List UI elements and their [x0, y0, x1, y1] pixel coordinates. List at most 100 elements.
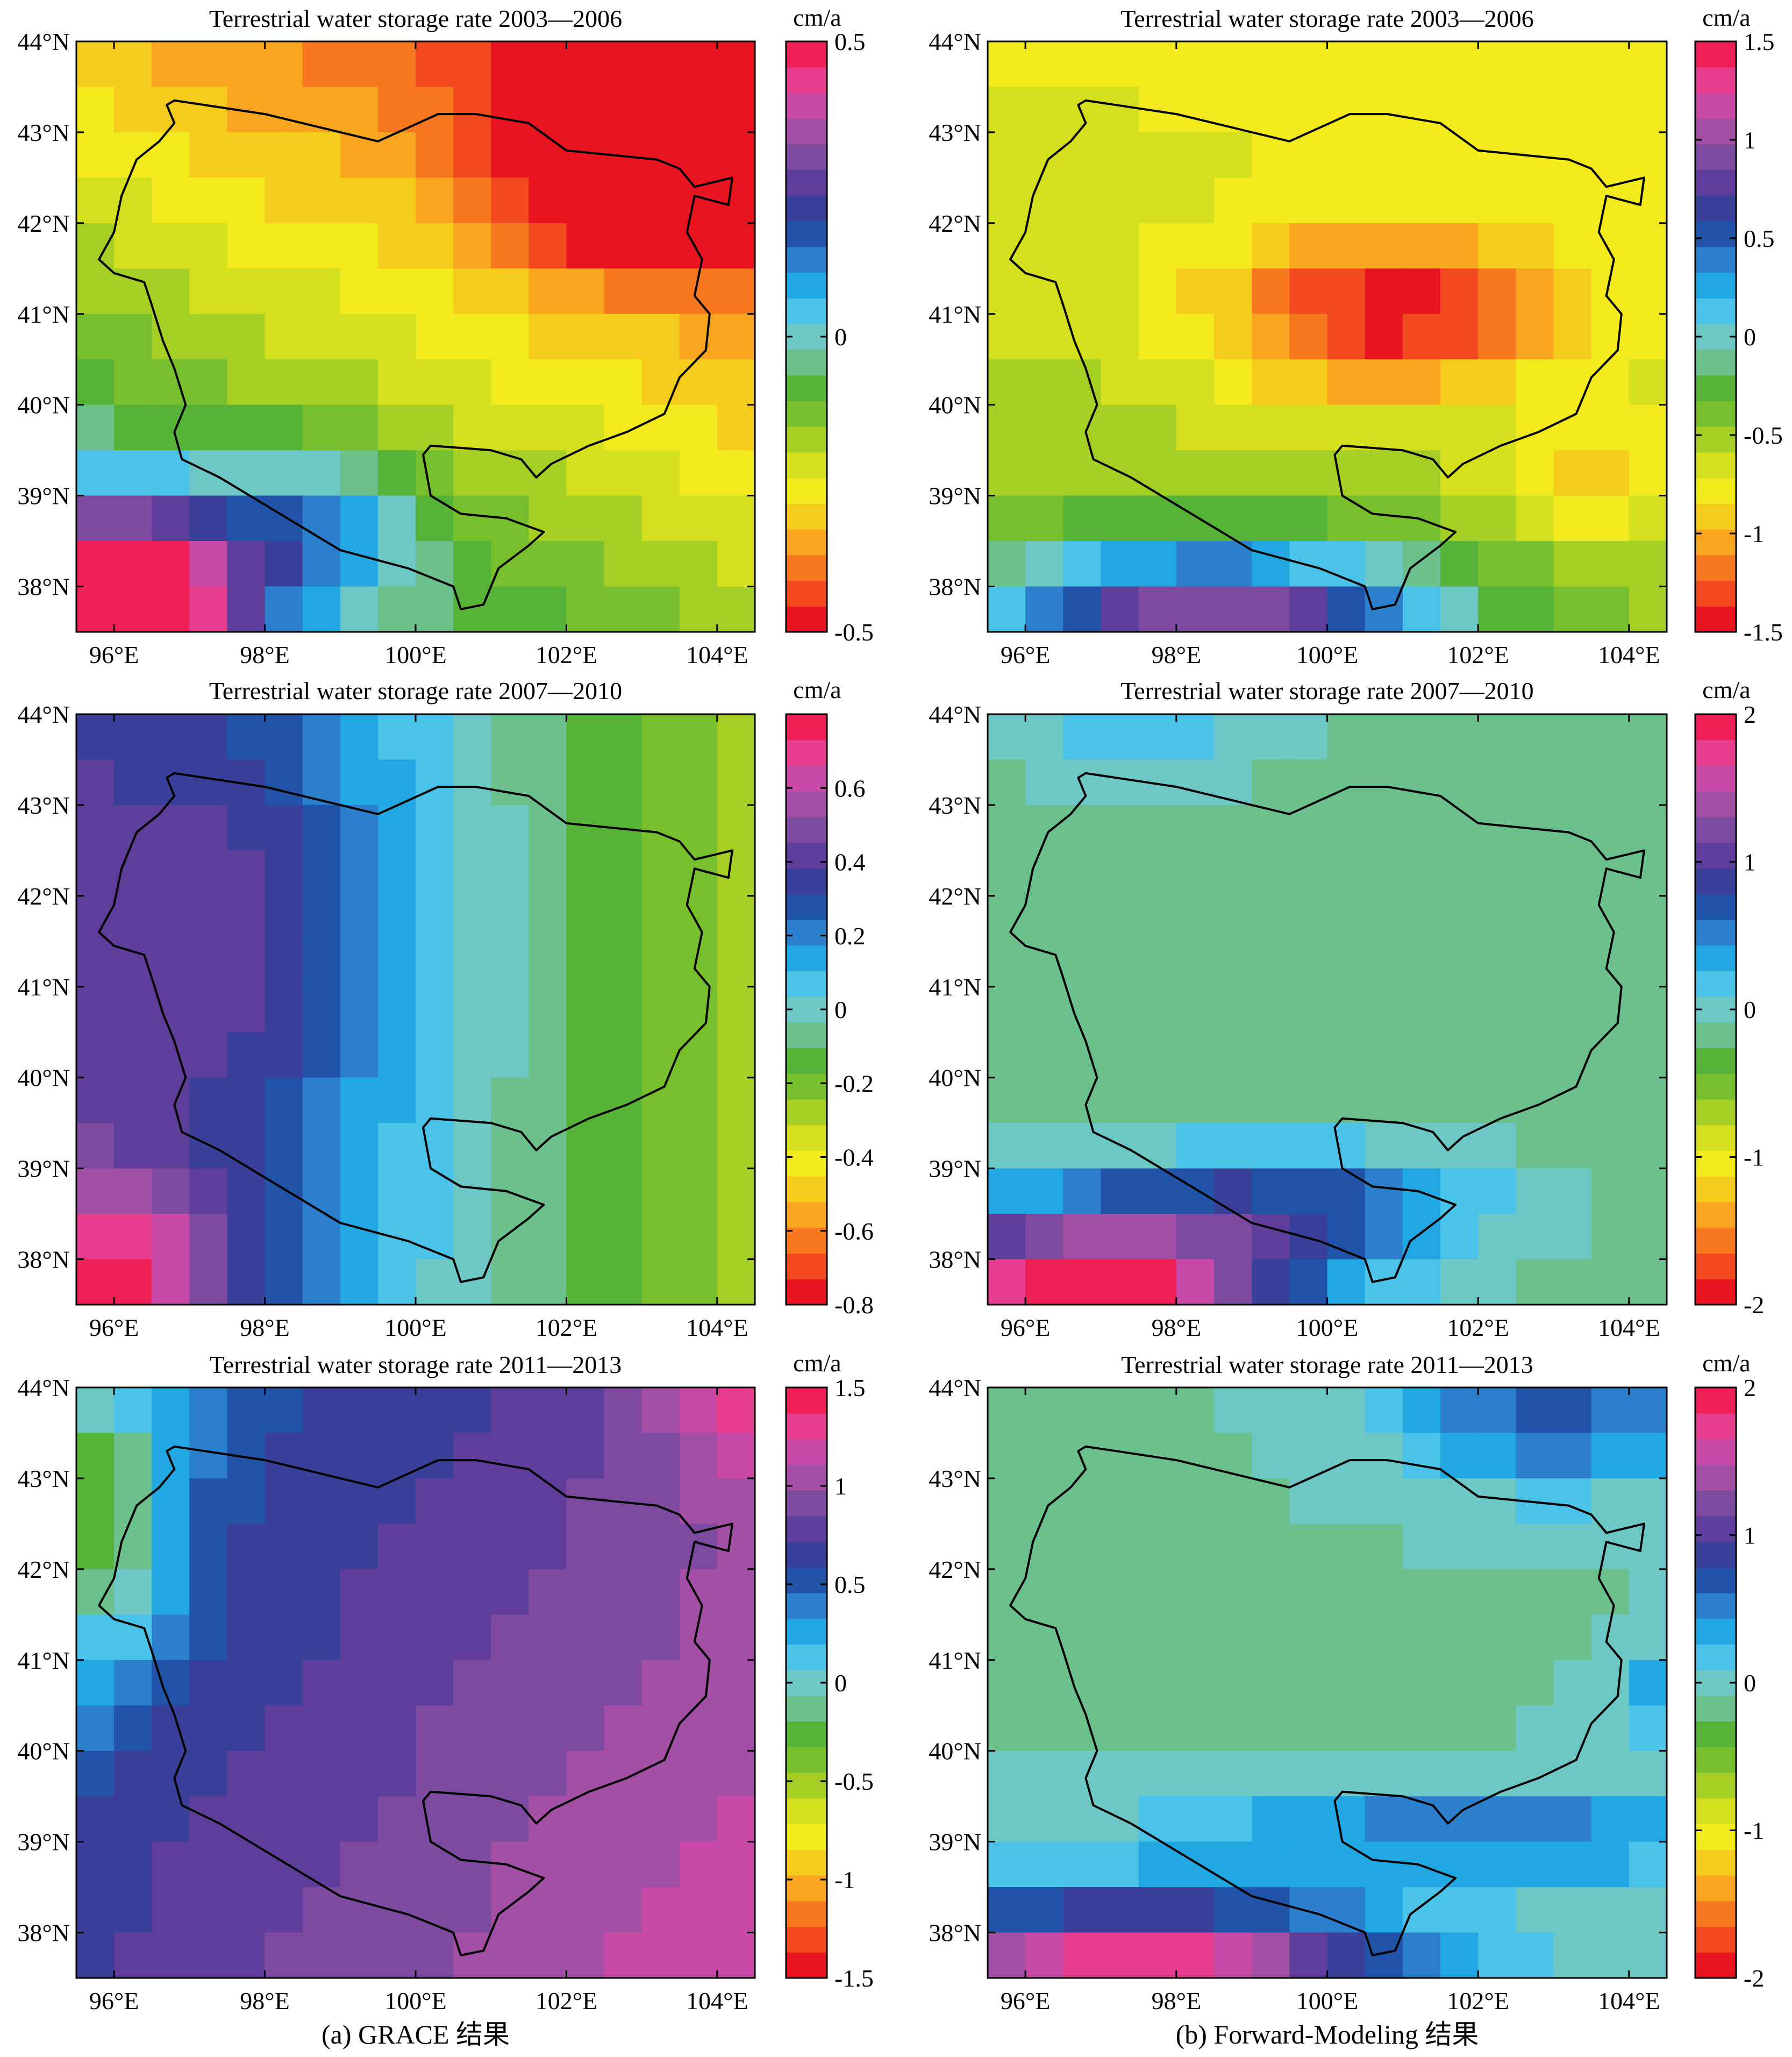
heatmap-cell	[1252, 1841, 1290, 1888]
heatmap-cell	[1516, 1932, 1554, 1978]
heatmap-cell	[377, 759, 416, 806]
heatmap-cell	[1553, 759, 1592, 806]
lat-tick-label: 44°N	[17, 1374, 70, 1401]
chart-title: Terrestrial water storage rate 2007—2010	[1120, 677, 1533, 704]
heatmap-cell	[1101, 541, 1139, 587]
colorbar-swatch	[786, 894, 827, 920]
heatmap-cell	[453, 1887, 491, 1933]
heatmap-cell	[189, 1750, 228, 1797]
heatmap-cell	[1553, 1214, 1592, 1260]
heatmap-cell	[529, 359, 567, 405]
heatmap-cell	[566, 759, 605, 806]
heatmap-cell	[265, 895, 303, 942]
lat-tick-label: 42°N	[929, 1556, 981, 1583]
heatmap-cell	[1365, 1750, 1403, 1797]
heatmap-cell	[189, 759, 228, 806]
heatmap-cell	[641, 1569, 680, 1615]
heatmap-cell	[340, 1214, 379, 1260]
heatmap-cell	[1025, 1168, 1063, 1214]
colorbar-tick-label: -1	[1744, 520, 1764, 547]
heatmap-cell	[265, 87, 303, 133]
heatmap-cell	[988, 850, 1026, 896]
heatmap-cell	[1516, 314, 1554, 360]
heatmap-cell	[114, 1168, 152, 1214]
heatmap-cell	[1629, 1214, 1667, 1260]
heatmap-cell	[1440, 1032, 1479, 1078]
colorbar-tick-label: 0	[1744, 323, 1756, 351]
heatmap-cell	[1138, 1168, 1177, 1214]
heatmap-cell	[1516, 1887, 1554, 1933]
heatmap-cell	[1516, 1123, 1554, 1169]
heatmap-cell	[1591, 1887, 1630, 1933]
heatmap-cell	[1478, 132, 1516, 178]
heatmap-cell	[717, 541, 755, 587]
heatmap-cell	[416, 714, 454, 760]
heatmap-cell	[416, 1168, 454, 1214]
colorbar-swatch	[786, 971, 827, 997]
heatmap-cell	[1289, 1841, 1328, 1888]
heatmap-cell	[227, 1168, 266, 1214]
heatmap-cell	[1591, 986, 1630, 1033]
heatmap-cell	[1516, 223, 1554, 269]
colorbar-swatch	[786, 1541, 827, 1568]
heatmap-cell	[1440, 895, 1479, 942]
colorbar-tick-label: -0.8	[834, 1291, 874, 1319]
heatmap-cell	[1591, 1660, 1630, 1706]
heatmap-cell	[1063, 1569, 1102, 1615]
heatmap-cell	[1214, 1660, 1252, 1706]
heatmap-cell	[1214, 404, 1252, 451]
heatmap-cell	[1138, 1750, 1177, 1797]
heatmap-cell	[1063, 1932, 1102, 1978]
heatmap-cell	[1176, 586, 1215, 632]
heatmap-cell	[76, 1796, 115, 1842]
heatmap-cell	[227, 895, 266, 942]
heatmap-cell	[227, 268, 266, 315]
heatmap-cell	[988, 87, 1026, 133]
heatmap-cell	[1553, 805, 1592, 851]
heatmap-cell	[1176, 1614, 1215, 1661]
heatmap-cell	[340, 1259, 379, 1305]
heatmap-cell	[302, 714, 341, 760]
heatmap-cell	[76, 495, 115, 542]
heatmap-cell	[1440, 1478, 1479, 1524]
heatmap-cell	[1402, 1660, 1441, 1706]
heatmap-cell	[1138, 1478, 1177, 1524]
heatmap-cell	[1214, 1932, 1252, 1978]
heatmap-cell	[1478, 1478, 1516, 1524]
heatmap-cell	[717, 223, 755, 269]
heatmap-cell	[453, 714, 491, 760]
heatmap-cell	[717, 714, 755, 760]
heatmap-cell	[453, 1796, 491, 1842]
heatmap-cell	[1063, 1660, 1102, 1706]
heatmap-cell	[227, 1932, 266, 1978]
heatmap-cell	[1365, 1387, 1403, 1434]
heatmap-cell	[377, 1387, 416, 1434]
heatmap-cell	[604, 177, 642, 224]
heatmap-cell	[416, 586, 454, 632]
heatmap-cell	[1478, 268, 1516, 315]
heatmap-cell	[1629, 1796, 1667, 1842]
heatmap-cell	[189, 805, 228, 851]
heatmap-cell	[1402, 1705, 1441, 1752]
heatmap-cell	[265, 850, 303, 896]
heatmap-cell	[717, 1841, 755, 1888]
colorbar-tick-label: 1.5	[834, 1374, 866, 1401]
heatmap-cell	[1138, 495, 1177, 542]
heatmap-cell	[340, 1887, 379, 1933]
heatmap-cell	[1440, 1123, 1479, 1169]
caption-grace: (a) GRACE 结果	[322, 2019, 510, 2049]
colorbar-swatch	[1695, 997, 1736, 1023]
lat-tick-label: 41°N	[17, 973, 70, 1001]
heatmap-cell	[302, 1032, 341, 1078]
heatmap-cell	[1365, 1705, 1403, 1752]
heatmap-cell	[1289, 1387, 1328, 1434]
heatmap-cell	[453, 1478, 491, 1524]
heatmap-cell	[1214, 1569, 1252, 1615]
heatmap-cell	[717, 1032, 755, 1078]
heatmap-cell	[1629, 359, 1667, 405]
heatmap-cells	[76, 714, 755, 1305]
heatmap-cell	[988, 1077, 1026, 1123]
heatmap-cell	[340, 87, 379, 133]
heatmap-cell	[566, 895, 605, 942]
heatmap-cell	[76, 850, 115, 896]
